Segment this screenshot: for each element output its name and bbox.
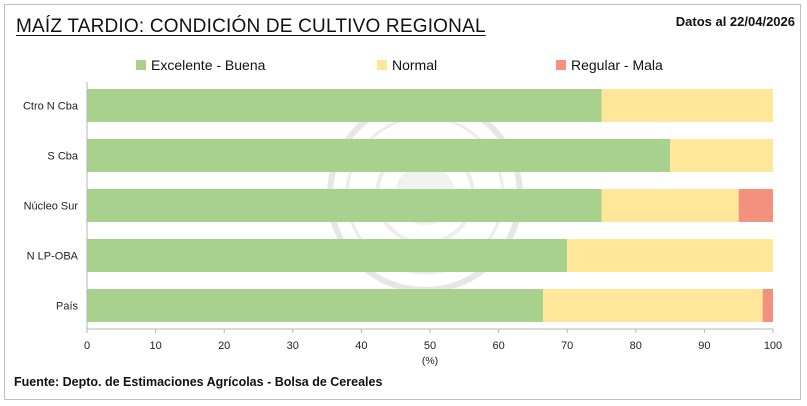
bar-excelente-0 <box>87 89 602 122</box>
legend-swatch-excelente <box>136 60 146 70</box>
legend-item-regular: Regular - Mala <box>556 57 663 73</box>
x-tick-label: 90 <box>698 340 710 352</box>
legend-label-excelente: Excelente - Buena <box>151 57 266 73</box>
legend-item-excelente: Excelente - Buena <box>136 57 265 73</box>
x-tick-label: 40 <box>355 340 367 352</box>
legend-swatch-normal <box>377 60 387 70</box>
x-tick-label: 10 <box>149 340 161 352</box>
x-tick-label: 30 <box>287 340 299 352</box>
bar-excelente-4 <box>87 289 544 322</box>
x-tick-label: 80 <box>630 340 642 352</box>
x-tick-label: 70 <box>561 340 573 352</box>
category-label: Ctro N Cba <box>23 101 79 113</box>
bar-normal-2 <box>601 189 739 222</box>
bar-regular-2 <box>738 189 773 222</box>
bar-excelente-2 <box>87 189 602 222</box>
data-date: Datos al 22/04/2026 <box>675 14 795 29</box>
chart-frame <box>4 4 801 400</box>
chart-title: MAÍZ TARDIO: CONDICIÓN DE CULTIVO REGION… <box>16 16 486 37</box>
x-tick-label: 100 <box>764 340 782 352</box>
bar-normal-3 <box>567 239 773 272</box>
bar-normal-0 <box>601 89 773 122</box>
bar-normal-4 <box>543 289 763 322</box>
category-label: N LP-OBA <box>27 251 79 263</box>
category-label: S Cba <box>47 151 78 163</box>
legend-label-regular: Regular - Mala <box>571 57 663 73</box>
legend-label-normal: Normal <box>392 57 438 73</box>
bars-layer <box>87 89 773 322</box>
axis-layer <box>86 82 774 333</box>
x-axis-title: (%) <box>422 355 438 367</box>
legend-swatch-regular <box>556 60 566 70</box>
bar-regular-4 <box>762 289 773 322</box>
category-label: País <box>56 301 79 313</box>
x-tick-label: 50 <box>424 340 436 352</box>
x-tick-label: 0 <box>84 340 90 352</box>
labels-layer: Ctro N Cba S Cba Núcleo Sur N LP-OBA País 0 10… <box>23 101 782 368</box>
bar-excelente-1 <box>87 139 671 172</box>
x-tick-label: 60 <box>492 340 504 352</box>
legend-item-normal: Normal <box>377 57 437 73</box>
category-label: Núcleo Sur <box>24 201 79 213</box>
bar-normal-1 <box>670 139 773 172</box>
source-note: Fuente: Depto. de Estimaciones Agrícolas… <box>14 375 383 389</box>
x-tick-label: 20 <box>218 340 230 352</box>
bar-excelente-3 <box>87 239 568 272</box>
